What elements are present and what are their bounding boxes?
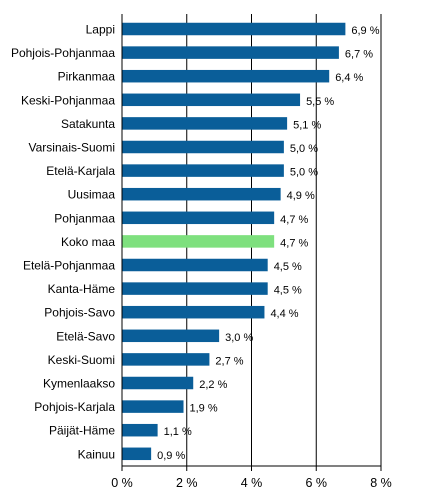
category-label: Etelä-Karjala bbox=[46, 164, 115, 178]
bar bbox=[122, 282, 268, 295]
bar bbox=[122, 329, 220, 343]
category-label: Kymenlaakso bbox=[43, 377, 115, 391]
bar bbox=[122, 117, 288, 130]
x-tick-label: 2 % bbox=[176, 476, 198, 490]
bar bbox=[122, 22, 346, 36]
value-label: 4,9 % bbox=[287, 190, 315, 202]
category-label: Pohjois-Savo bbox=[44, 306, 115, 320]
bar bbox=[122, 69, 330, 83]
value-label: 4,7 % bbox=[280, 214, 308, 226]
bar bbox=[122, 140, 284, 154]
category-label: Pohjanmaa bbox=[54, 211, 115, 225]
category-label: Pirkanmaa bbox=[58, 70, 116, 84]
bar bbox=[122, 447, 152, 461]
bar bbox=[122, 305, 265, 319]
value-label: 5,0 % bbox=[290, 167, 318, 179]
x-tick-label: 4 % bbox=[241, 476, 263, 490]
category-label: Kanta-Häme bbox=[48, 282, 116, 296]
category-label: Etelä-Pohjanmaa bbox=[23, 259, 115, 273]
value-label: 1,9 % bbox=[190, 403, 218, 415]
value-label: 0,9 % bbox=[157, 450, 185, 462]
value-label: 4,5 % bbox=[274, 261, 302, 273]
category-label: Etelä-Savo bbox=[56, 329, 115, 343]
bar bbox=[122, 46, 339, 59]
bars bbox=[122, 22, 346, 461]
category-label: Koko maa bbox=[61, 235, 115, 249]
bar bbox=[122, 353, 210, 366]
category-label: Pohjois-Pohjanmaa bbox=[11, 46, 115, 60]
value-label: 4,5 % bbox=[274, 285, 302, 297]
value-label: 5,0 % bbox=[290, 143, 318, 155]
value-label: 2,2 % bbox=[199, 379, 227, 391]
value-label: 4,4 % bbox=[270, 308, 298, 320]
category-label: Lappi bbox=[86, 23, 115, 37]
bar bbox=[122, 211, 275, 225]
axes bbox=[121, 14, 382, 471]
x-tick-label: 0 % bbox=[111, 476, 133, 490]
value-label: 5,1 % bbox=[293, 119, 321, 131]
bar bbox=[122, 93, 301, 107]
x-tick-label: 8 % bbox=[370, 476, 392, 490]
value-label: 6,9 % bbox=[351, 25, 379, 37]
bar bbox=[122, 235, 275, 248]
category-label: Varsinais-Suomi bbox=[29, 141, 115, 155]
bar bbox=[122, 258, 268, 272]
category-label: Satakunta bbox=[61, 117, 115, 131]
bar bbox=[122, 187, 281, 201]
category-label: Päijät-Häme bbox=[49, 424, 115, 438]
bar bbox=[122, 164, 284, 177]
value-label: 1,1 % bbox=[164, 426, 192, 438]
value-label: 2,7 % bbox=[215, 355, 243, 367]
category-label: Uusimaa bbox=[68, 188, 116, 202]
labels: Lappi 6,9 % Pohjois-Pohjanmaa 6,7 % Pirkanma… bbox=[11, 23, 392, 491]
value-label: 4,7 % bbox=[280, 237, 308, 249]
bar bbox=[122, 376, 194, 390]
bar bbox=[122, 400, 184, 413]
value-label: 6,4 % bbox=[335, 72, 363, 84]
category-label: Kainuu bbox=[78, 447, 115, 461]
category-label: Pohjois-Karjala bbox=[34, 400, 115, 414]
category-label: Keski-Suomi bbox=[48, 353, 115, 367]
category-label: Keski-Pohjanmaa bbox=[21, 93, 115, 107]
value-label: 3,0 % bbox=[225, 332, 253, 344]
value-label: 6,7 % bbox=[345, 49, 373, 61]
value-label: 5,5 % bbox=[306, 96, 334, 108]
bar bbox=[122, 423, 158, 437]
x-tick-label: 6 % bbox=[305, 476, 327, 490]
